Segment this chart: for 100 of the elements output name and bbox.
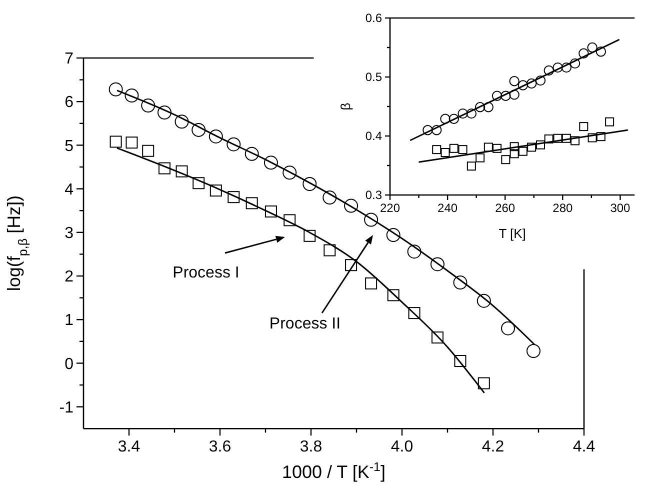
y-tick-label: 4 <box>64 181 74 198</box>
point <box>408 307 420 320</box>
y-tick-label: 0.4 <box>365 129 382 144</box>
annotation: Process I <box>172 264 240 282</box>
point <box>518 146 528 156</box>
y-tick-label: 0.6 <box>365 11 382 26</box>
point <box>562 134 571 143</box>
point <box>440 148 450 158</box>
x-axis-title: T [K] <box>498 226 526 241</box>
x-tick-label: 3.4 <box>118 438 140 456</box>
point <box>226 137 241 152</box>
point <box>244 146 259 161</box>
point <box>110 136 122 148</box>
point <box>322 190 337 205</box>
point <box>478 377 490 390</box>
point <box>492 90 502 101</box>
point <box>174 114 189 129</box>
point <box>484 142 493 152</box>
point <box>492 144 502 153</box>
y-tick-label: 2 <box>64 268 74 286</box>
point <box>432 145 442 154</box>
y-tick-label: -1 <box>59 399 74 416</box>
point <box>509 90 520 100</box>
y-tick-label: 3 <box>64 225 74 242</box>
point <box>158 162 170 174</box>
x-tick-label: 4.2 <box>482 438 504 456</box>
point <box>282 166 297 180</box>
point <box>553 134 562 143</box>
x-tick-label: 4.0 <box>390 438 414 456</box>
point <box>578 48 589 58</box>
point <box>302 177 317 192</box>
x-tick-label: 280 <box>552 201 573 215</box>
y-tick-label: 6 <box>64 94 74 112</box>
point <box>552 62 563 73</box>
point <box>108 82 123 96</box>
point <box>501 321 516 336</box>
point <box>430 257 444 272</box>
x-tick-label: 3.8 <box>300 438 322 456</box>
point <box>527 142 536 152</box>
point <box>535 75 546 86</box>
point <box>176 165 188 178</box>
x-tick-label: 4.4 <box>572 438 596 456</box>
point <box>509 76 520 86</box>
point <box>501 155 510 164</box>
point <box>526 344 540 358</box>
point <box>570 136 580 146</box>
point <box>345 259 358 272</box>
point <box>466 162 476 171</box>
point <box>483 102 494 112</box>
point <box>431 331 444 344</box>
point <box>449 144 458 153</box>
point <box>454 355 466 368</box>
point <box>440 114 450 124</box>
y-tick-label: 7 <box>64 50 74 68</box>
x-tick-label: 3.6 <box>208 438 232 456</box>
point <box>518 80 528 90</box>
point <box>422 125 433 136</box>
x-tick-label: 220 <box>380 201 400 215</box>
point <box>536 140 545 150</box>
point <box>284 214 296 226</box>
point <box>596 132 606 142</box>
point <box>386 228 400 242</box>
point <box>192 122 206 137</box>
point <box>466 108 477 119</box>
x-tick-label: 240 <box>438 201 458 215</box>
point <box>448 114 459 124</box>
x-tick-label: 260 <box>495 201 516 215</box>
point <box>476 153 485 162</box>
point <box>432 125 442 136</box>
point <box>544 65 554 76</box>
y-tick-label: 0 <box>64 356 74 373</box>
y-tick-label: 5 <box>64 138 74 155</box>
point <box>264 205 277 218</box>
point <box>474 102 486 112</box>
point <box>570 58 580 69</box>
point <box>510 149 519 158</box>
x-axis-title: 1000 / T [K$^{-1}$] <box>282 460 386 482</box>
point <box>561 62 572 73</box>
point <box>526 78 537 89</box>
point <box>157 106 172 120</box>
point <box>228 191 240 204</box>
point <box>141 98 156 113</box>
point <box>364 212 378 227</box>
point <box>264 156 278 170</box>
annotation: Process II <box>269 316 341 333</box>
y-tick-label: 0.3 <box>365 188 382 202</box>
point <box>324 244 336 256</box>
point <box>588 133 597 142</box>
point <box>587 42 598 53</box>
point <box>458 145 468 154</box>
point <box>304 230 316 242</box>
point <box>605 117 614 126</box>
point <box>192 177 205 190</box>
point <box>208 129 223 144</box>
point <box>458 108 468 119</box>
point <box>126 136 138 149</box>
point <box>344 198 358 213</box>
point <box>453 276 468 290</box>
x-tick-label: 300 <box>610 201 631 215</box>
point <box>142 144 154 157</box>
